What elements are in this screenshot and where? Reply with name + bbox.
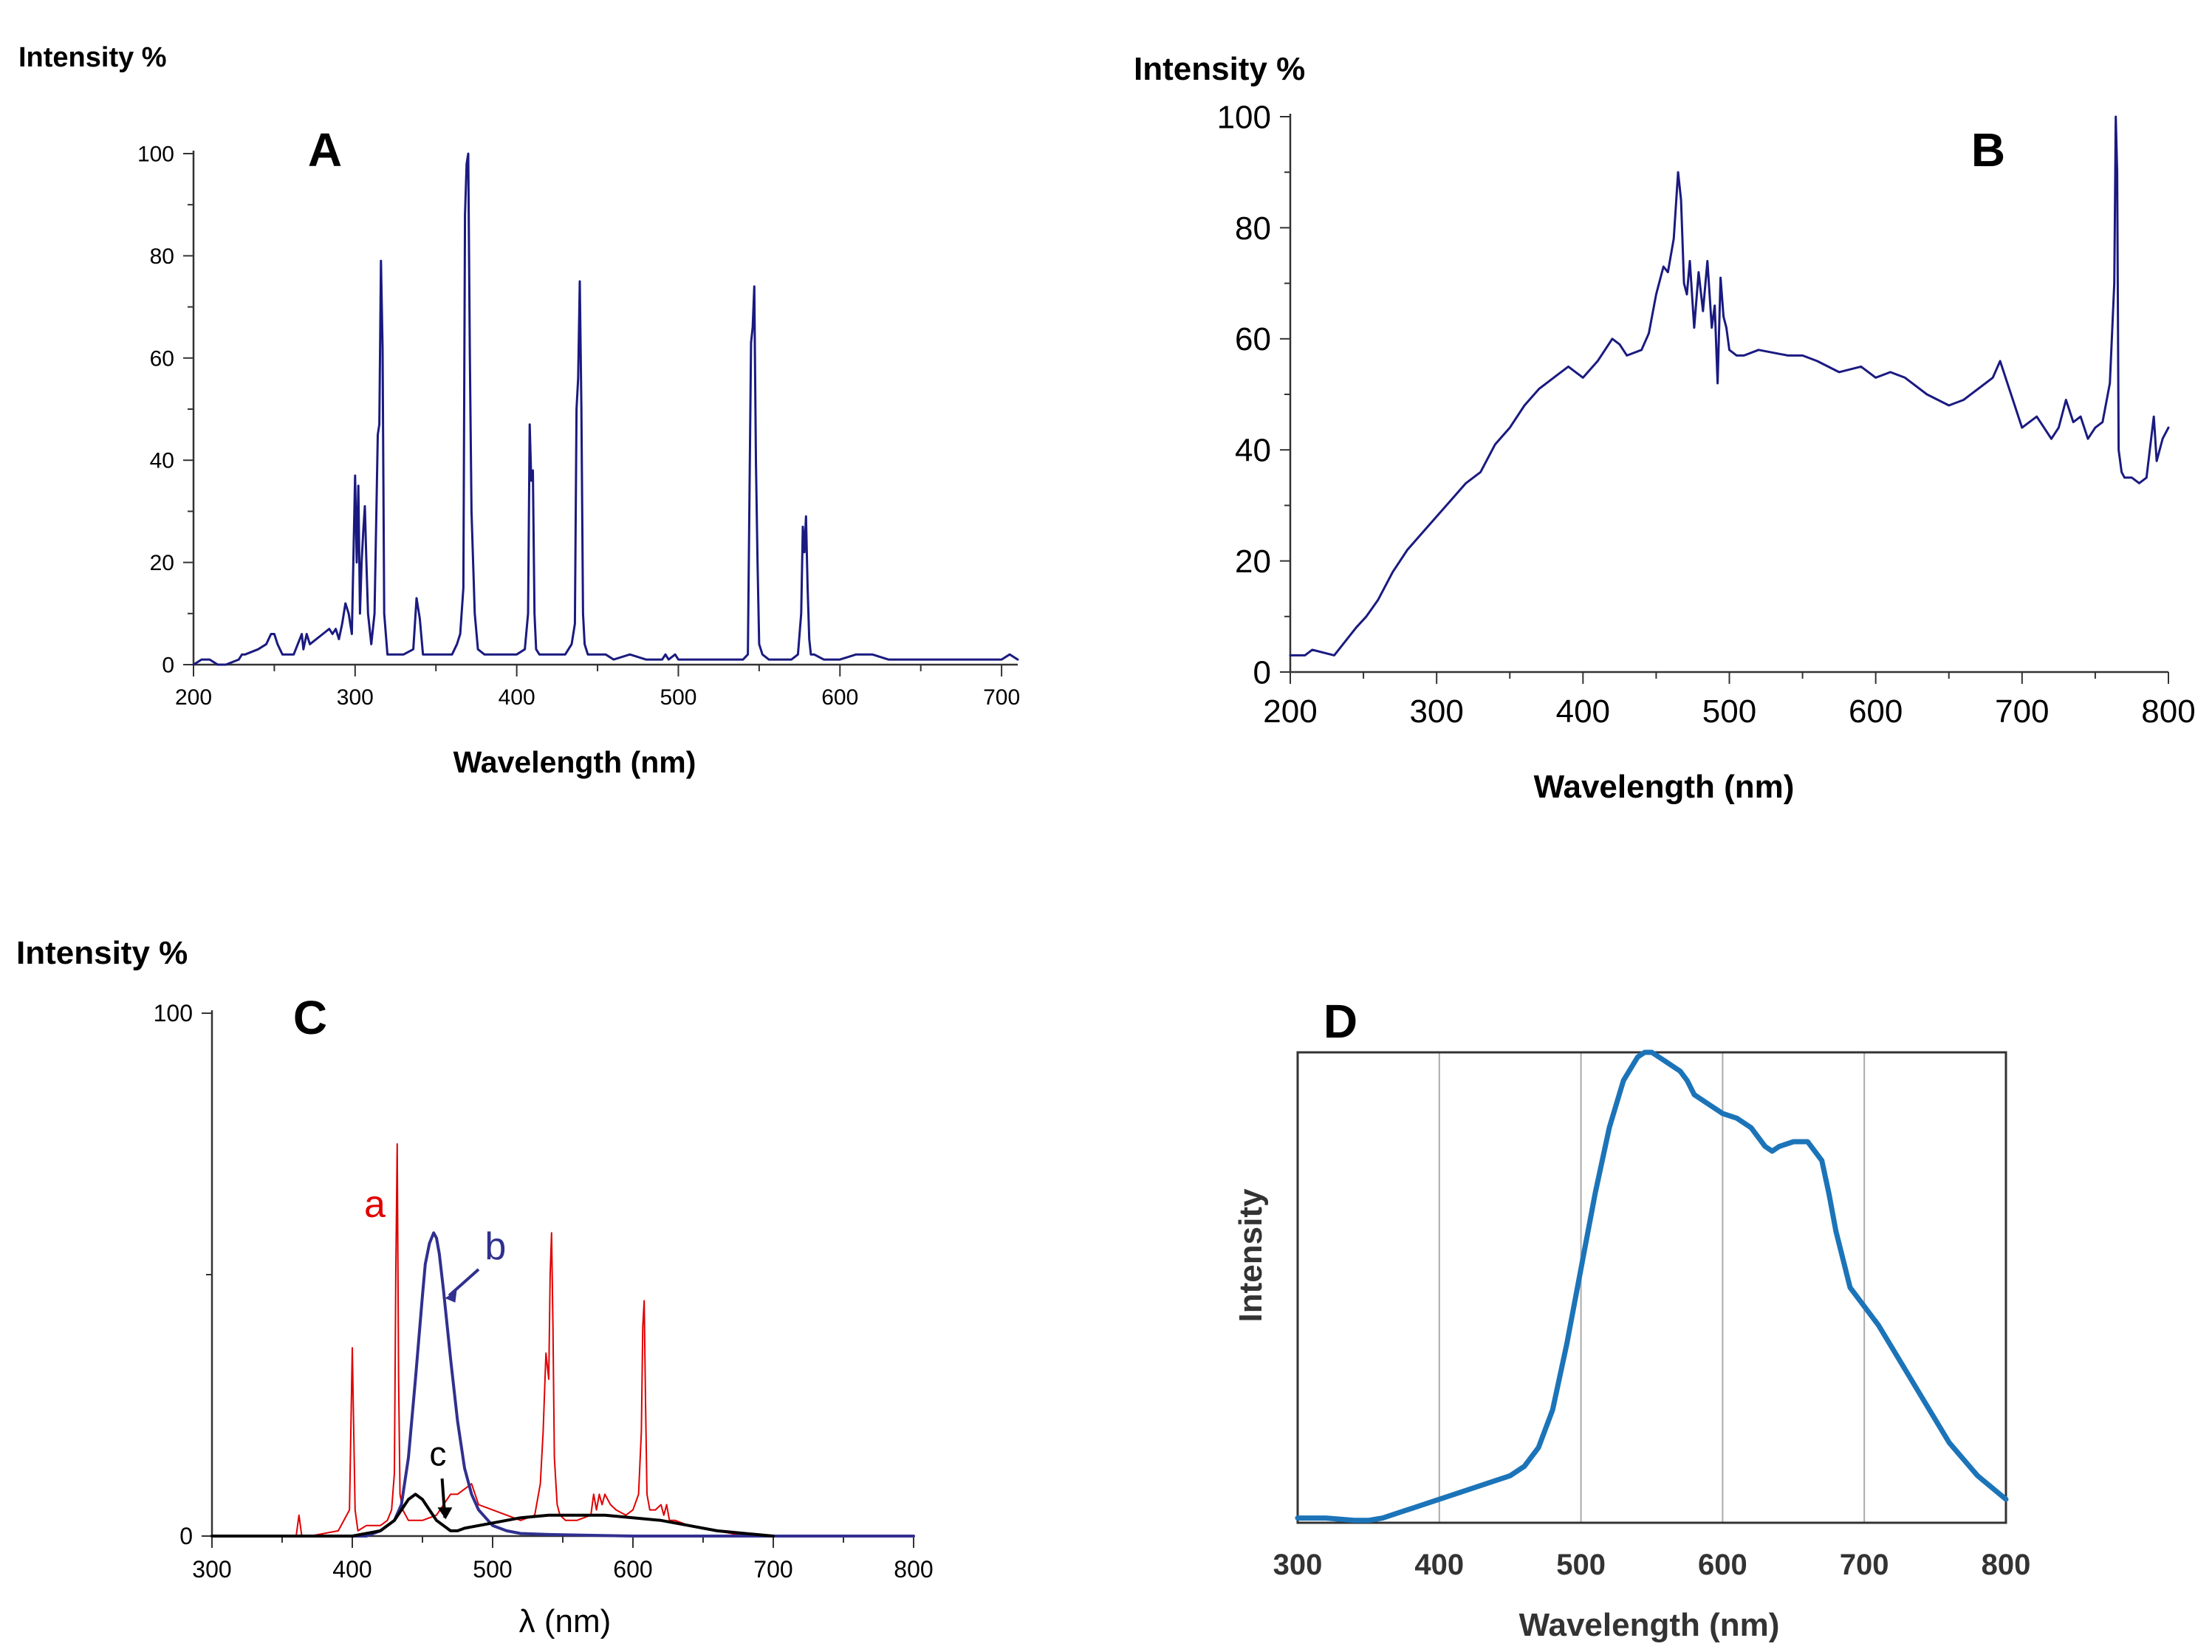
y-tick-label: 80 [1235, 210, 1271, 247]
x-tick-label: 300 [1273, 1549, 1323, 1581]
panel-a-xlabel: Wavelength (nm) [453, 745, 696, 779]
x-tick-label: 600 [613, 1556, 652, 1583]
panel-a: Intensity % A Wavelength (nm) 200 300 400 5… [18, 42, 1020, 779]
panel-b-xlabel: Wavelength (nm) [1534, 769, 1795, 805]
panel-c-annotations: a b c [364, 1183, 506, 1520]
panel-a-series [192, 152, 1019, 666]
y-tick-label: 0 [162, 654, 174, 678]
panel-b-series [1289, 115, 2170, 657]
x-tick-label: 500 [473, 1556, 512, 1583]
y-tick-label: 60 [150, 346, 174, 371]
x-tick-label: 400 [499, 685, 535, 710]
panel-a-xticks: 200 300 400 500 600 700 [175, 665, 1020, 710]
x-tick-label: 700 [753, 1556, 792, 1583]
arrow-b-shaft [448, 1268, 480, 1297]
panel-c-title: C [293, 991, 327, 1044]
series-line-B [1289, 115, 2170, 657]
series-label-a: a [364, 1183, 386, 1226]
y-tick-label: 20 [1235, 544, 1271, 580]
panel-d: D Intensity Wavelength (nm) 300 400 500 600… [1233, 995, 2030, 1643]
panel-b-xticks: 200 300 400 500 600 700 800 [1263, 672, 2196, 730]
panel-d-ylabel: Intensity [1233, 1188, 1269, 1322]
y-tick-label: 0 [179, 1523, 193, 1549]
x-tick-label: 300 [1409, 693, 1463, 730]
x-tick-label: 500 [1556, 1549, 1606, 1581]
x-tick-label: 800 [894, 1556, 933, 1583]
x-tick-label: 500 [1702, 693, 1756, 730]
panel-a-title: A [308, 123, 342, 176]
y-tick-label: 100 [154, 1000, 193, 1026]
y-tick-label: 60 [1235, 321, 1271, 357]
x-tick-label: 400 [1556, 693, 1610, 730]
x-tick-label: 400 [332, 1556, 371, 1583]
x-tick-label: 700 [1840, 1549, 1889, 1581]
panel-c-ylabel: Intensity % [16, 935, 188, 971]
series-line-c [210, 1492, 775, 1538]
panel-c-xticks: 300 400 500 600 700 800 [192, 1536, 934, 1583]
panel-a-axes [192, 151, 1018, 666]
x-tick-label: 700 [983, 685, 1020, 710]
panel-b-axes [1289, 114, 2168, 674]
panel-b: Intensity % B Wavelength (nm) 200 300 400 5… [1134, 51, 2196, 805]
panel-c: Intensity % C λ (nm) 300 400 500 600 700 800 … [16, 935, 934, 1639]
x-tick-label: 600 [1698, 1549, 1747, 1581]
panel-c-series [210, 1143, 915, 1538]
x-tick-label: 300 [337, 685, 374, 710]
x-tick-label: 600 [1849, 693, 1903, 730]
panel-d-title: D [1324, 995, 1357, 1048]
y-tick-label: 20 [150, 551, 174, 575]
panel-d-axes [1296, 1051, 2007, 1524]
plot-frame [1296, 1051, 2007, 1524]
series-label-b: b [484, 1225, 506, 1268]
arrow-c-head [437, 1507, 453, 1520]
series-line-D [1295, 1049, 2009, 1524]
panel-c-xlabel: λ (nm) [519, 1603, 612, 1639]
panel-b-yticks: 0 20 40 60 80 100 [1217, 99, 1290, 690]
panel-a-yticks: 0 20 40 60 80 100 [137, 143, 194, 678]
x-tick-label: 200 [1263, 693, 1317, 730]
x-tick-label: 400 [1414, 1549, 1464, 1581]
series-line-A [192, 152, 1019, 666]
x-tick-label: 700 [1995, 693, 2049, 730]
panel-d-series [1295, 1049, 2009, 1524]
panel-d-xlabel: Wavelength (nm) [1519, 1607, 1780, 1643]
y-tick-label: 100 [1217, 99, 1271, 135]
x-tick-label: 600 [821, 685, 858, 710]
panel-b-title: B [1971, 123, 2005, 176]
y-tick-label: 0 [1253, 654, 1271, 690]
panel-a-ylabel: Intensity % [18, 42, 167, 73]
y-tick-label: 80 [150, 244, 174, 269]
panel-d-xticks: 300 400 500 600 700 800 [1273, 1549, 2031, 1581]
x-tick-label: 500 [660, 685, 696, 710]
series-label-c: c [429, 1434, 446, 1473]
x-tick-label: 300 [192, 1556, 231, 1583]
x-tick-label: 800 [2141, 693, 2195, 730]
y-tick-label: 40 [150, 449, 174, 473]
y-tick-label: 40 [1235, 433, 1271, 469]
x-tick-label: 800 [1982, 1549, 2031, 1581]
y-tick-label: 100 [137, 143, 174, 167]
series-line-a [211, 1143, 774, 1537]
arrow-b-head [445, 1290, 457, 1303]
panel-c-yticks: 0 100 [154, 1000, 212, 1549]
panel-c-axes [210, 1010, 914, 1538]
x-tick-label: 200 [175, 685, 212, 710]
panel-d-grid [1438, 1052, 1866, 1523]
panel-b-ylabel: Intensity % [1134, 51, 1305, 87]
series-line-b [210, 1231, 915, 1538]
